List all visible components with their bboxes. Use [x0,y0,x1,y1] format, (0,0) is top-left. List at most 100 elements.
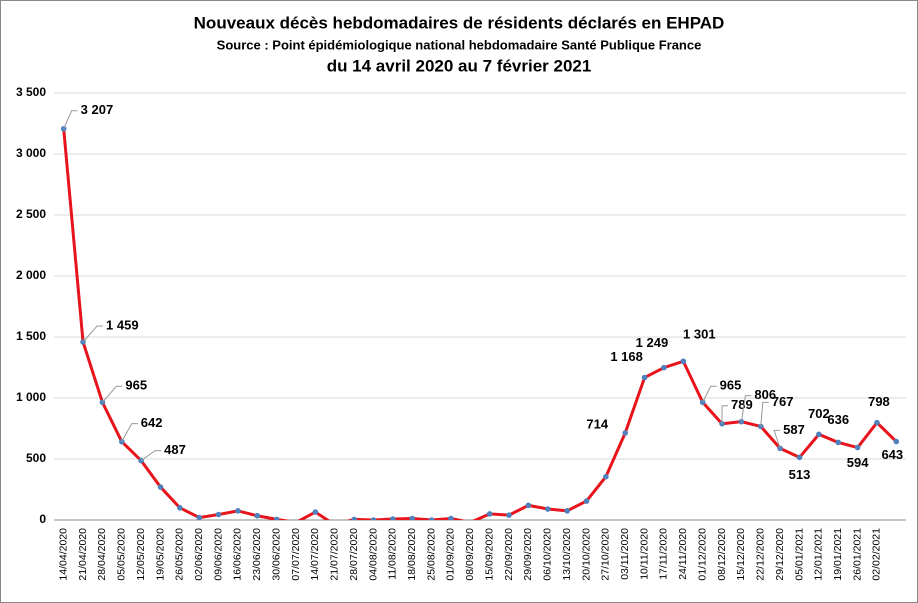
data-label: 594 [847,455,869,470]
x-tick-label: 05/01/2021 [793,528,805,581]
x-tick-label: 25/08/2020 [425,528,437,581]
chart-subtitle: Source : Point épidémiologique national … [217,37,702,52]
leader-line [760,401,769,427]
x-tick-label: 28/04/2020 [96,528,108,581]
data-label: 714 [586,416,608,431]
x-tick-label: 24/11/2020 [677,528,689,580]
point [428,517,435,520]
x-tick-label: 12/01/2021 [813,528,825,581]
point [641,374,648,381]
x-tick-label: 07/07/2020 [290,528,302,581]
x-tick-label: 18/08/2020 [406,528,418,581]
x-tick-label: 26/05/2020 [174,528,186,581]
data-label: 965 [125,378,147,393]
x-tick-label: 14/07/2020 [309,528,321,581]
x-tick-label: 27/10/2020 [600,528,612,581]
point [816,431,822,438]
x-tick-label: 23/06/2020 [251,528,263,581]
x-tick-label: 02/02/2021 [871,528,883,581]
x-tick-label: 30/06/2020 [270,528,282,581]
x-tick-label: 26/01/2021 [851,528,863,581]
leader-line [140,450,162,461]
line [62,128,898,520]
x-tick-label: 12/05/2020 [135,528,147,581]
data-label: 487 [164,442,186,457]
y-tick-label: 2 000 [16,268,46,282]
point [177,505,183,511]
data-label: 513 [789,467,811,482]
x-tick-label: 08/12/2020 [716,528,728,581]
x-tick-label: 21/04/2020 [77,528,89,581]
point [215,511,222,518]
x-tick-label: 09/06/2020 [212,528,224,581]
data-label: 1 301 [683,327,716,342]
point [603,473,609,480]
point [196,514,203,520]
x-tick-label: 29/09/2020 [522,528,534,581]
point [409,515,416,520]
leader-line [773,429,781,449]
x-tick-label: 21/07/2020 [329,528,341,581]
x-tick-label: 20/10/2020 [580,528,592,581]
point [757,423,764,430]
leader-line [102,385,123,403]
data-label: 798 [868,394,890,409]
y-tick-label: 1 500 [16,329,46,343]
x-tick-label: 22/09/2020 [503,528,515,581]
point [118,438,125,445]
point [796,454,803,461]
x-tick-label: 10/11/2020 [638,528,650,580]
point [835,439,842,446]
data-label: 1 168 [610,349,643,364]
point [254,512,261,519]
x-tick-label: 01/09/2020 [445,528,457,581]
point [699,399,706,406]
leader-line [121,423,138,442]
y-tick-label: 3 000 [16,146,46,160]
x-tick-label: 11/08/2020 [387,528,399,580]
x-tick-label: 16/06/2020 [232,528,244,581]
x-tick-label: 15/09/2020 [483,528,495,581]
point [506,512,512,518]
data-label: 806 [754,387,776,402]
point [235,508,241,514]
point [544,506,551,512]
point [680,358,687,365]
point [312,509,319,515]
point [854,444,861,451]
data-label: 642 [141,415,163,430]
point [157,484,164,490]
x-tick-label: 19/05/2020 [154,528,166,581]
y-tick-label: 0 [39,512,46,526]
point [468,519,472,520]
data-label: 3 207 [81,102,114,117]
x-tick-label: 02/06/2020 [193,528,205,581]
data-label: 767 [772,394,794,409]
y-tick-label: 2 500 [16,207,46,221]
x-tick-label: 03/11/2020 [619,528,631,580]
point [351,516,357,520]
leader-line [702,385,717,403]
point [370,517,377,520]
data-label: 636 [827,412,849,427]
point [486,511,493,517]
x-tick-label: 01/12/2020 [696,528,708,581]
leader-line [721,405,729,424]
point [294,519,298,520]
y-tick-label: 3 500 [16,85,46,99]
point [525,502,532,509]
x-tick-label: 08/09/2020 [464,528,476,581]
point [448,515,454,520]
x-tick-label: 06/10/2020 [542,528,554,581]
point [622,430,629,436]
x-tick-label: 28/07/2020 [348,528,360,581]
x-tick-label: 04/08/2020 [367,528,379,581]
data-label: 1 459 [106,317,139,332]
x-tick-label: 22/12/2020 [755,528,767,581]
y-tick-label: 1 000 [16,390,46,404]
x-tick-label: 05/05/2020 [116,528,128,581]
point [583,498,590,504]
point [564,508,570,514]
